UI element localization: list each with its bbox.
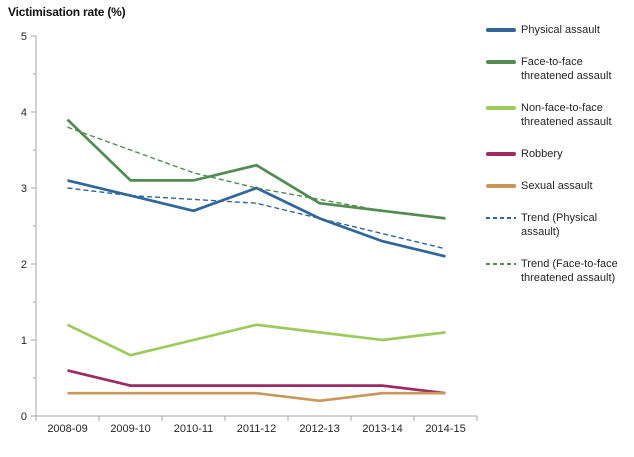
legend-label: Non-face-to-face threatened assault — [521, 102, 612, 128]
y-tick-label: 3 — [21, 183, 27, 195]
legend-label: Physical assault — [521, 24, 600, 36]
x-tick-label: 2010-11 — [174, 423, 214, 435]
y-tick-label: 0 — [21, 411, 27, 423]
legend-item-face-to-face-threatened-assault: Face-to-face threatened assault — [486, 55, 632, 83]
legend-line-swatch — [486, 106, 516, 110]
series-line-non-face-to-face-threatened-assault — [66, 323, 446, 357]
legend-dashed-line-swatch — [486, 263, 516, 265]
x-tick-label: 2008-09 — [47, 423, 87, 435]
trend-line-trend-face-to-face-threatened-assault — [67, 126, 446, 220]
trend-line-trend-physical-assault — [67, 187, 446, 250]
legend-item-physical-assault: Physical assault — [486, 23, 632, 37]
legend-label: Face-to-face threatened assault — [521, 56, 612, 82]
legend-item-robbery: Robbery — [486, 147, 632, 161]
legend-line-swatch — [486, 152, 516, 156]
series-line-physical-assault — [67, 179, 446, 258]
y-tick-label: 1 — [21, 335, 27, 347]
series-line-face-to-face-threatened-assault — [66, 118, 446, 220]
legend-line-swatch — [486, 184, 516, 188]
legend: Physical assault Face-to-face threatened … — [486, 23, 632, 303]
legend-item-sexual-assault: Sexual assault — [486, 179, 632, 193]
y-tick-label: 5 — [21, 31, 27, 43]
legend-label: Trend (Physical assault) — [521, 212, 598, 238]
legend-label: Trend (Face-to-face threatened assault) — [521, 258, 618, 284]
legend-item-trend-physical-assault: Trend (Physical assault) — [486, 211, 632, 239]
x-tick-label: 2009-10 — [110, 423, 150, 435]
legend-line-swatch — [486, 28, 516, 32]
legend-label: Sexual assault — [521, 180, 593, 192]
x-tick-label: 2014-15 — [425, 423, 465, 435]
x-tick-label: 2013-14 — [362, 423, 402, 435]
legend-label: Robbery — [521, 148, 563, 160]
y-tick-label: 4 — [21, 107, 27, 119]
legend-line-swatch — [486, 60, 516, 64]
legend-item-non-face-to-face-threatened-assault: Non-face-to-face threatened assault — [486, 101, 632, 129]
legend-item-trend-face-to-face-threatened-assault: Trend (Face-to-face threatened assault) — [486, 257, 632, 285]
x-tick-label: 2011-12 — [237, 423, 277, 435]
legend-dashed-line-swatch — [486, 217, 516, 219]
series-line-sexual-assault — [67, 391, 446, 403]
y-tick-label: 2 — [21, 259, 27, 271]
chart-title: Victimisation rate (%) — [8, 5, 126, 19]
x-tick-label: 2012-13 — [299, 423, 339, 435]
series-line-robbery — [67, 369, 446, 395]
